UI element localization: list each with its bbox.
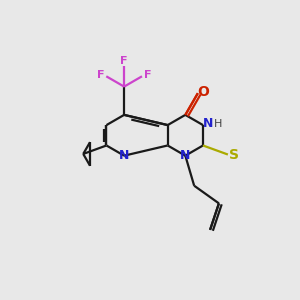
Text: H: H bbox=[214, 118, 223, 129]
Text: S: S bbox=[230, 148, 239, 161]
Text: N: N bbox=[180, 149, 190, 162]
Text: N: N bbox=[203, 117, 214, 130]
Text: F: F bbox=[120, 56, 128, 66]
Text: N: N bbox=[119, 149, 129, 162]
Text: O: O bbox=[197, 85, 209, 99]
Text: F: F bbox=[97, 70, 105, 80]
Text: F: F bbox=[143, 70, 151, 80]
